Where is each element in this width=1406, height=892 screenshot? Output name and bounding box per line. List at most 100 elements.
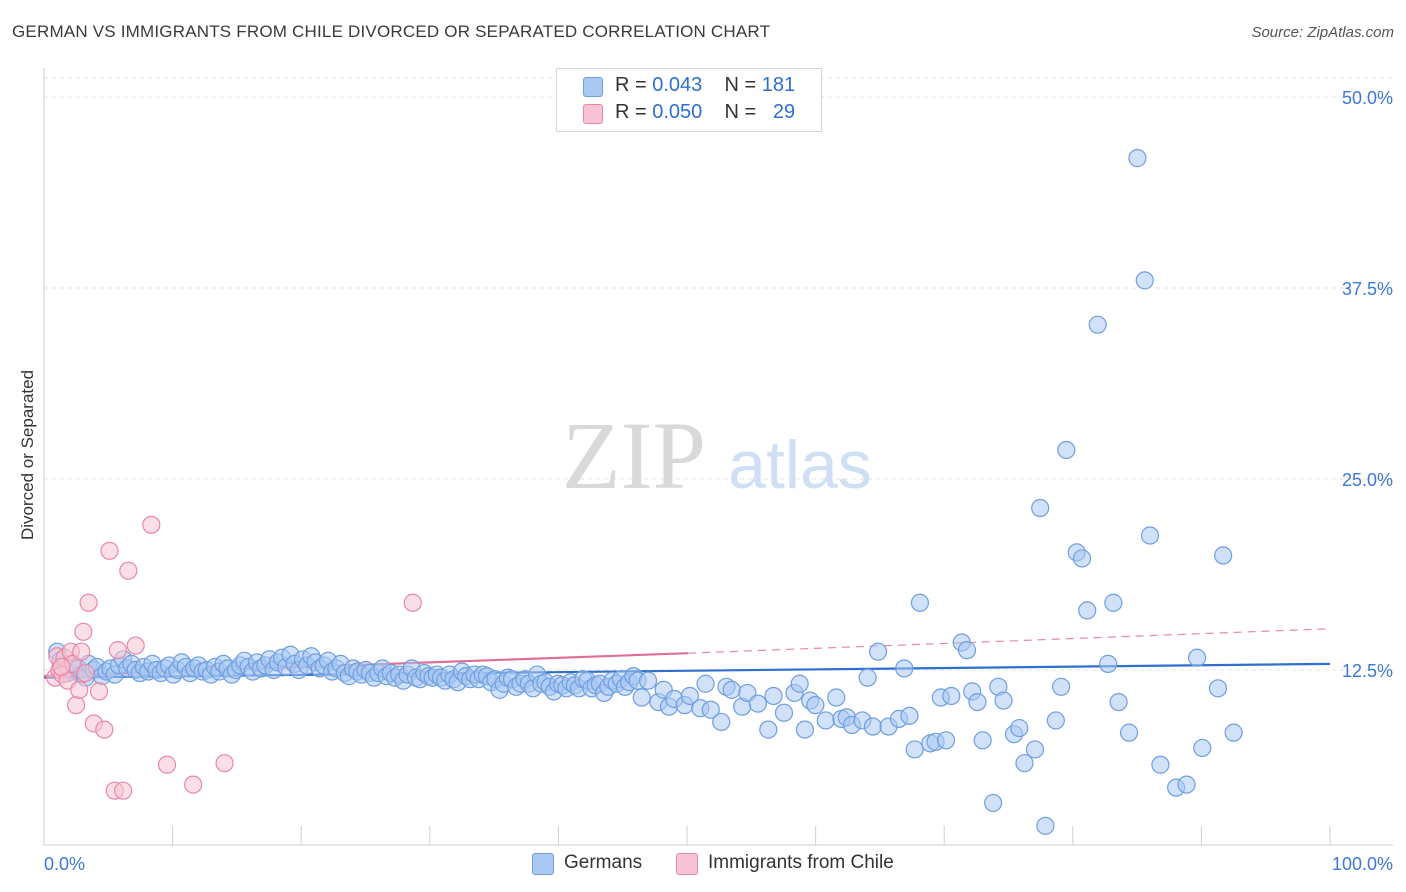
point-germans bbox=[1025, 740, 1045, 759]
point-germans bbox=[1051, 677, 1071, 696]
point-germans bbox=[816, 711, 835, 730]
point-chile bbox=[74, 622, 93, 641]
legend-text: R = 0.043 N = 181 bbox=[615, 74, 795, 97]
watermark-zip: ZIP bbox=[562, 402, 706, 509]
r-value: 0.050 bbox=[652, 101, 703, 123]
point-chile bbox=[52, 657, 71, 677]
r-value: 0.043 bbox=[652, 74, 703, 96]
y-axis-label: Divorced or Separated bbox=[18, 369, 37, 541]
trend-line-chile-extended bbox=[687, 628, 1331, 654]
point-chile bbox=[126, 636, 145, 655]
point-chile bbox=[184, 775, 203, 794]
point-germans bbox=[895, 659, 914, 678]
point-chile bbox=[89, 682, 109, 701]
legend-label: Immigrants from Chile bbox=[708, 852, 894, 873]
point-germans bbox=[701, 700, 720, 719]
chart-title: GERMAN VS IMMIGRANTS FROM CHILE DIVORCED… bbox=[12, 22, 771, 41]
point-germans bbox=[696, 674, 715, 693]
point-chile bbox=[100, 541, 119, 560]
point-germans bbox=[1140, 526, 1160, 545]
n-value: 181 bbox=[761, 74, 796, 96]
point-germans bbox=[1072, 549, 1092, 568]
point-germans bbox=[1015, 754, 1034, 773]
point-germans bbox=[748, 694, 767, 713]
point-germans bbox=[910, 593, 930, 612]
point-germans bbox=[1208, 679, 1228, 698]
point-chile bbox=[142, 515, 161, 534]
y-tick-label: 25.0% bbox=[1342, 470, 1393, 490]
point-chile bbox=[114, 781, 133, 800]
grid-lines bbox=[44, 77, 1393, 671]
point-germans bbox=[1224, 723, 1243, 742]
point-germans bbox=[1193, 738, 1212, 758]
point-germans bbox=[712, 712, 731, 732]
y-tick-label: 12.5% bbox=[1342, 661, 1393, 681]
point-germans bbox=[1046, 711, 1065, 730]
point-germans bbox=[936, 731, 956, 750]
watermark: ZIP atlas bbox=[562, 402, 872, 509]
point-chile bbox=[76, 663, 95, 683]
stats-legend: R = 0.043 N = 181 R = 0.050 N = 29 bbox=[556, 68, 822, 132]
legend-swatch-chile bbox=[583, 104, 603, 124]
point-germans bbox=[973, 731, 992, 750]
point-germans bbox=[858, 668, 877, 687]
point-germans bbox=[806, 696, 825, 715]
point-germans bbox=[1031, 498, 1050, 518]
legend-label: Germans bbox=[564, 852, 643, 873]
point-germans bbox=[863, 717, 882, 736]
point-germans bbox=[942, 686, 961, 706]
point-germans bbox=[638, 671, 658, 690]
point-germans bbox=[790, 674, 809, 693]
point-germans bbox=[632, 688, 651, 707]
point-chile bbox=[70, 680, 89, 699]
data-points bbox=[46, 149, 1243, 835]
point-germans bbox=[795, 720, 814, 739]
point-germans bbox=[1036, 816, 1055, 835]
point-germans bbox=[1128, 149, 1147, 168]
point-germans bbox=[994, 691, 1013, 710]
axes bbox=[43, 68, 1393, 846]
point-germans bbox=[968, 692, 987, 712]
point-chile bbox=[403, 593, 422, 612]
point-chile bbox=[66, 696, 86, 715]
point-germans bbox=[827, 688, 846, 707]
point-germans bbox=[1104, 593, 1123, 612]
point-germans bbox=[1177, 775, 1196, 794]
point-germans bbox=[764, 686, 783, 706]
point-chile bbox=[95, 720, 114, 739]
legend-swatch-germans bbox=[583, 77, 603, 97]
point-chile bbox=[72, 642, 91, 661]
point-germans bbox=[1119, 723, 1139, 742]
point-germans bbox=[868, 642, 888, 661]
point-germans bbox=[900, 706, 919, 725]
point-chile bbox=[108, 641, 127, 660]
point-germans bbox=[984, 793, 1003, 813]
legend-text: R = 0.050 N = 29 bbox=[615, 101, 795, 124]
point-germans bbox=[722, 680, 741, 699]
source-label: Source: ZipAtlas.com bbox=[1251, 24, 1394, 41]
point-germans bbox=[1214, 546, 1233, 565]
legend-swatch-germans bbox=[532, 853, 554, 875]
legend-swatch-chile bbox=[676, 853, 698, 875]
point-germans bbox=[759, 720, 778, 739]
point-germans bbox=[1151, 755, 1170, 774]
r-label: R = bbox=[615, 101, 647, 123]
point-germans bbox=[680, 686, 699, 706]
point-germans bbox=[774, 703, 794, 722]
r-label: R = bbox=[615, 74, 647, 96]
point-germans bbox=[905, 740, 924, 759]
n-value: 29 bbox=[772, 101, 796, 123]
tick-labels: 12.5% 25.0% 37.5% 50.0% 0.0% 100.0% bbox=[44, 88, 1393, 874]
point-germans bbox=[1109, 692, 1128, 712]
point-germans bbox=[1187, 648, 1207, 667]
point-germans bbox=[957, 641, 977, 660]
y-tick-label: 50.0% bbox=[1342, 88, 1393, 108]
point-chile bbox=[215, 754, 234, 773]
point-chile bbox=[119, 561, 138, 580]
watermark-atlas: atlas bbox=[728, 427, 872, 503]
x-tick-label: 100.0% bbox=[1332, 854, 1393, 874]
x-tick-label: 0.0% bbox=[44, 854, 85, 874]
point-germans bbox=[1057, 440, 1076, 460]
point-germans bbox=[1099, 654, 1118, 673]
